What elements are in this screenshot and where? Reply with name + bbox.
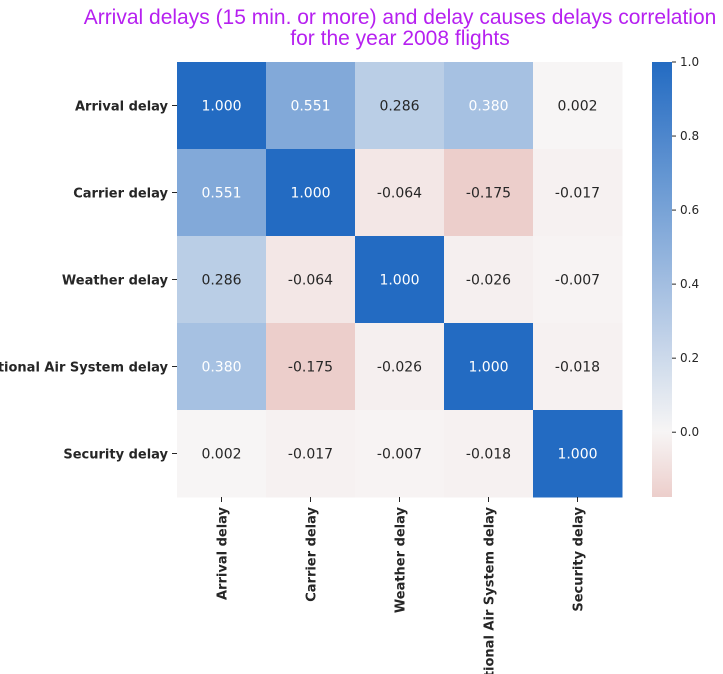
heatmap-cell — [533, 62, 623, 150]
colorbar-tick-label: 0.6 — [680, 203, 699, 217]
colorbar-gradient — [652, 62, 672, 497]
cell-value-label: -0.064 — [377, 186, 422, 202]
heatmap-cell — [266, 323, 356, 411]
heatmap-cell — [177, 236, 267, 324]
cell-value-label: -0.017 — [288, 447, 333, 463]
colorbar-tick-label: 1.0 — [680, 55, 699, 69]
cell-value-label: 0.551 — [290, 99, 330, 115]
row-label: Carrier delay — [73, 187, 168, 202]
colorbar-tick-label: 0.4 — [680, 277, 699, 291]
heatmap-cell — [355, 149, 445, 237]
cell-value-label: -0.018 — [466, 447, 511, 463]
cell-value-label: -0.175 — [288, 360, 333, 376]
row-label: National Air System delay — [0, 361, 169, 376]
heatmap-cell — [533, 236, 623, 324]
heatmap-cell — [444, 323, 534, 411]
column-label: Security delay — [572, 506, 587, 611]
cell-value-label: 1.000 — [468, 360, 508, 376]
cell-value-label: -0.017 — [555, 186, 600, 202]
heatmap-cell — [444, 149, 534, 237]
cell-value-label: -0.175 — [466, 186, 511, 202]
cell-value-label: -0.007 — [555, 273, 600, 289]
chart-title-line-1: Arrival delays (15 min. or more) and del… — [84, 6, 717, 29]
column-label: Weather delay — [394, 506, 409, 613]
cell-value-label: 0.380 — [201, 360, 241, 376]
heatmap-cell — [444, 236, 534, 324]
heatmap-cell — [177, 149, 267, 237]
heatmap-cells: 1.000 0.551 0.286 0.380 0.002 0.551 1.000 -0.06… — [177, 62, 623, 498]
heatmap-cell — [533, 323, 623, 411]
colorbar-tick-label: 0.8 — [680, 129, 699, 143]
row-label: Weather delay — [62, 274, 169, 289]
chart-title-line-2: for the year 2008 flights — [290, 27, 509, 50]
heatmap-cell — [177, 410, 267, 498]
heatmap-cell — [177, 323, 267, 411]
cell-value-label: 0.551 — [201, 186, 241, 202]
cell-value-label: 0.286 — [379, 99, 419, 115]
column-label: National Air System delay — [483, 506, 498, 674]
heatmap-cell — [355, 236, 445, 324]
cell-value-label: 0.002 — [201, 447, 241, 463]
heatmap-cell — [266, 62, 356, 150]
heatmap-cell — [266, 236, 356, 324]
column-label: Carrier delay — [305, 506, 320, 601]
colorbar-tick-label: 0.2 — [680, 351, 699, 365]
heatmap-cell — [533, 410, 623, 498]
cell-value-label: 0.380 — [468, 99, 508, 115]
cell-value-label: 1.000 — [557, 447, 597, 463]
row-labels: Arrival delay Carrier delay Weather delay N… — [0, 100, 177, 463]
heatmap-cell — [444, 62, 534, 150]
heatmap-cell — [355, 62, 445, 150]
heatmap-cell — [355, 323, 445, 411]
column-labels: Arrival delay Carrier delay Weather delay N… — [216, 497, 587, 674]
heatmap-cell — [533, 149, 623, 237]
cell-value-label: -0.064 — [288, 273, 333, 289]
cell-value-label: 0.002 — [557, 99, 597, 115]
cell-value-label: 1.000 — [201, 99, 241, 115]
heatmap-cell — [355, 410, 445, 498]
cell-value-label: -0.018 — [555, 360, 600, 376]
heatmap-cell — [177, 62, 267, 150]
cell-value-label: 1.000 — [379, 273, 419, 289]
heatmap-cell — [444, 410, 534, 498]
row-label: Arrival delay — [75, 100, 169, 115]
colorbar-tick-label: 0.0 — [680, 425, 699, 439]
cell-value-label: 0.286 — [201, 273, 241, 289]
column-label: Arrival delay — [216, 506, 231, 600]
cell-value-label: -0.026 — [377, 360, 422, 376]
cell-value-label: 1.000 — [290, 186, 330, 202]
heatmap-cell — [266, 149, 356, 237]
colorbar: 0.0 0.2 0.4 0.6 0.8 1.0 — [652, 55, 699, 497]
row-label: Security delay — [63, 448, 168, 463]
cell-value-label: -0.026 — [466, 273, 511, 289]
heatmap-cell — [266, 410, 356, 498]
cell-value-label: -0.007 — [377, 447, 422, 463]
